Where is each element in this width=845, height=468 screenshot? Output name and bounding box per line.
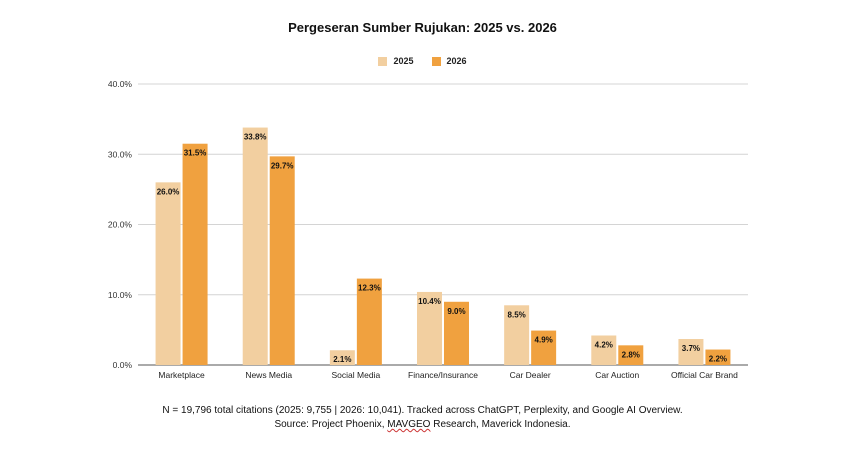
data-label: 8.5% bbox=[508, 310, 526, 319]
chart-legend: 2025 2026 bbox=[0, 56, 845, 66]
y-tick-label: 10.0% bbox=[108, 290, 133, 300]
bar-2025 bbox=[591, 335, 617, 365]
data-label: 4.2% bbox=[595, 340, 613, 349]
data-label: 29.7% bbox=[271, 161, 294, 170]
footnote-brand: MAVGEO bbox=[387, 419, 431, 430]
data-label: 9.0% bbox=[447, 307, 465, 316]
x-tick-label: Finance/Insurance bbox=[408, 370, 478, 380]
bar-2026 bbox=[531, 330, 557, 365]
legend-item-2025: 2025 bbox=[378, 56, 414, 66]
bar-2026 bbox=[356, 278, 382, 365]
footnote-line-2: Source: Project Phoenix, MAVGEO Research… bbox=[0, 418, 845, 432]
bar-2026 bbox=[182, 143, 208, 365]
y-tick-label: 20.0% bbox=[108, 220, 133, 230]
chart-footnote: N = 19,796 total citations (2025: 9,755 … bbox=[0, 404, 845, 432]
footnote-source-prefix: Source: Project Phoenix, bbox=[274, 419, 388, 430]
data-label: 3.7% bbox=[682, 344, 700, 353]
bar-2026 bbox=[618, 345, 644, 365]
data-label: 12.3% bbox=[358, 284, 381, 293]
bar-2025 bbox=[678, 339, 704, 365]
bar-2025 bbox=[242, 127, 268, 366]
data-label: 2.2% bbox=[709, 355, 727, 364]
data-label: 4.9% bbox=[535, 336, 553, 345]
bar-2026 bbox=[269, 156, 295, 365]
legend-label-2026: 2026 bbox=[446, 56, 467, 66]
y-tick-label: 30.0% bbox=[108, 149, 133, 159]
chart-title: Pergeseran Sumber Rujukan: 2025 vs. 2026 bbox=[288, 20, 557, 35]
bar-2025 bbox=[329, 350, 355, 365]
data-label: 33.8% bbox=[244, 133, 267, 142]
x-tick-label: Social Media bbox=[332, 370, 381, 380]
bar-2025 bbox=[417, 291, 442, 365]
data-label: 26.0% bbox=[157, 187, 180, 196]
y-tick-label: 0.0% bbox=[113, 360, 133, 370]
data-label: 31.5% bbox=[184, 149, 207, 158]
bar-2025 bbox=[504, 305, 530, 365]
x-tick-label: Marketplace bbox=[158, 370, 205, 380]
data-label: 2.1% bbox=[333, 355, 351, 364]
y-tick-label: 40.0% bbox=[108, 79, 133, 89]
x-tick-label: Car Dealer bbox=[510, 370, 551, 380]
legend-label-2025: 2025 bbox=[393, 56, 414, 66]
legend-item-2026: 2026 bbox=[431, 56, 467, 66]
bar-2026 bbox=[705, 349, 731, 365]
data-label: 10.4% bbox=[418, 297, 441, 306]
footnote-line-1: N = 19,796 total citations (2025: 9,755 … bbox=[162, 405, 683, 416]
x-tick-label: News Media bbox=[245, 370, 292, 380]
x-tick-label: Official Car Brand bbox=[671, 370, 738, 380]
legend-swatch-2026 bbox=[431, 56, 441, 66]
bar-2026 bbox=[444, 301, 469, 365]
bar-2025 bbox=[155, 182, 181, 365]
legend-swatch-2025 bbox=[378, 56, 388, 66]
data-label: 2.8% bbox=[622, 350, 640, 359]
x-tick-label: Car Auction bbox=[595, 370, 639, 380]
footnote-source-suffix: Research, Maverick Indonesia. bbox=[430, 419, 571, 430]
